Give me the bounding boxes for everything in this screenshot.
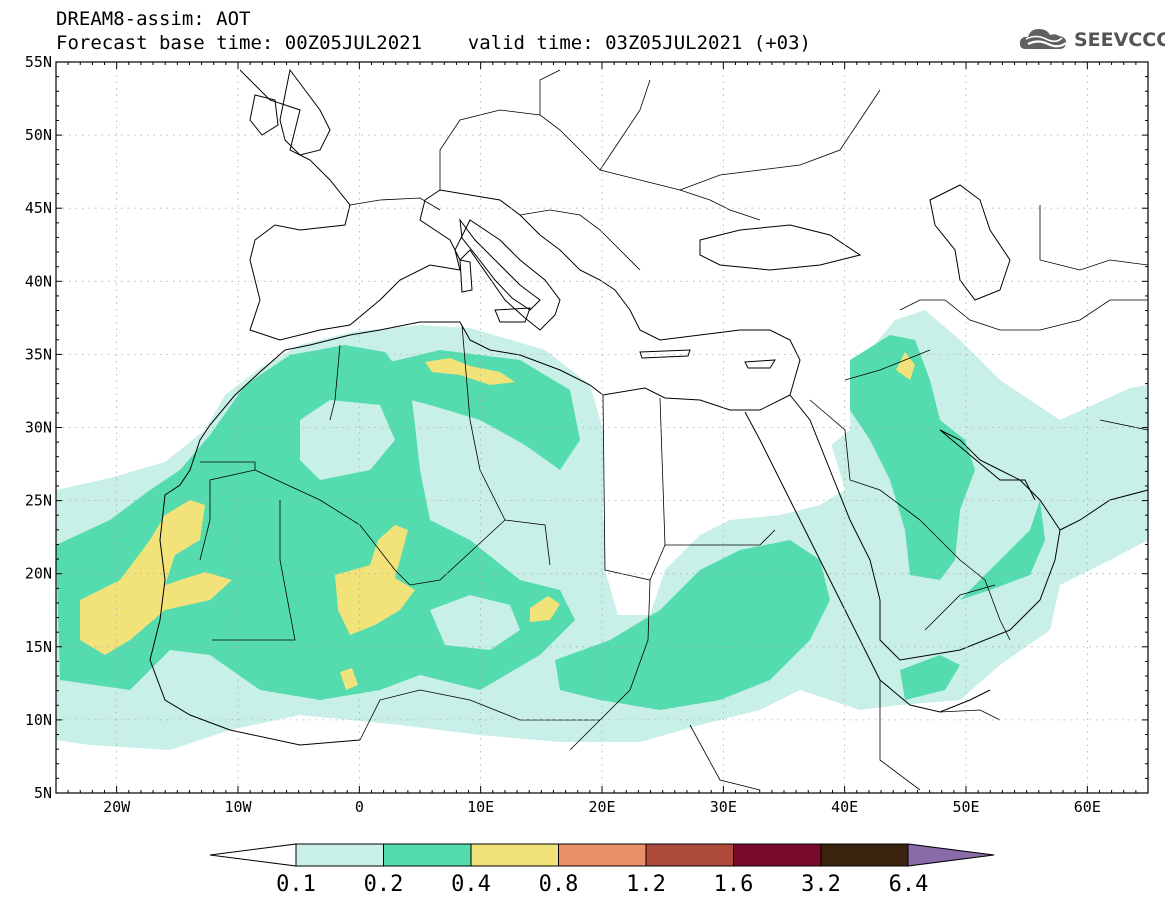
lat-label-25N: 25N xyxy=(25,492,52,510)
lat-label-10N: 10N xyxy=(25,711,52,729)
lat-label-5N: 5N xyxy=(34,784,52,802)
lon-label-10W: 10W xyxy=(224,798,252,816)
lon-label-20W: 20W xyxy=(103,798,131,816)
axis-ticks xyxy=(55,61,1149,794)
africa-coast xyxy=(149,349,361,746)
red-sea-coast xyxy=(744,411,991,713)
sicily-coast xyxy=(494,307,531,323)
lat-label-40N: 40N xyxy=(25,272,52,290)
black-sea-coast xyxy=(699,224,862,271)
persian-gulf-coast xyxy=(939,429,1036,501)
latitude-labels: 55N 50N 45N 40N 35N 30N 25N 20N 15N 10N 5N xyxy=(25,53,52,802)
lon-label-20E: 20E xyxy=(588,798,615,816)
cloud-icon xyxy=(1019,29,1067,49)
lon-label-60E: 60E xyxy=(1074,798,1101,816)
colorbar-cell-0.4 xyxy=(470,843,559,867)
lat-label-20N: 20N xyxy=(25,565,52,583)
lon-label-10E: 10E xyxy=(467,798,494,816)
colorbar-label-0.8: 0.8 xyxy=(538,872,579,897)
lat-label-35N: 35N xyxy=(25,345,52,363)
colorbar-label-0.4: 0.4 xyxy=(451,872,491,897)
lon-label-0: 0 xyxy=(355,798,364,816)
lat-label-50N: 50N xyxy=(25,126,52,144)
colorbar-label-0.1: 0.1 xyxy=(276,872,316,897)
arabia-coast xyxy=(789,394,1061,661)
europe-coast xyxy=(239,69,801,411)
lon-label-50E: 50E xyxy=(952,798,979,816)
logo-text: SEEVCCC xyxy=(1074,29,1165,51)
ireland-coast xyxy=(249,94,279,136)
colorbar-cell-0.2 xyxy=(383,843,472,867)
colorbar-label-1.6: 1.6 xyxy=(713,872,754,897)
lon-label-30E: 30E xyxy=(710,798,737,816)
colorbar xyxy=(209,843,995,867)
colorbar-label-6.4: 6.4 xyxy=(888,872,929,897)
aot-region-0.4 xyxy=(80,500,232,655)
gulf-coast xyxy=(1059,489,1148,531)
lat-label-15N: 15N xyxy=(25,638,52,656)
caspian-coast xyxy=(929,184,1011,301)
graticule xyxy=(56,62,1148,793)
lat-label-30N: 30N xyxy=(25,419,52,437)
coastlines xyxy=(149,68,1148,746)
lat-label-45N: 45N xyxy=(25,199,52,217)
italy-coast xyxy=(459,218,541,311)
colorbar-label-1.2: 1.2 xyxy=(626,872,666,897)
colorbar-label-0.2: 0.2 xyxy=(363,872,404,897)
crete-coast xyxy=(639,349,691,359)
cyprus-coast xyxy=(744,359,776,369)
great-britain-coast xyxy=(279,68,331,156)
map-subtitle: Forecast base time: 00Z05JUL2021 valid t… xyxy=(56,32,811,54)
lat-label-55N: 55N xyxy=(25,53,52,71)
colorbar-low-arrow xyxy=(209,843,297,867)
lon-label-40E: 40E xyxy=(831,798,858,816)
colorbar-high-arrow xyxy=(907,843,995,867)
colorbar-cell-0.8 xyxy=(558,843,647,867)
colorbar-cell-1.2 xyxy=(645,843,734,867)
colorbar-cell-1.6 xyxy=(733,843,822,867)
country-borders xyxy=(199,69,1148,791)
longitude-labels: 20W 10W 0 10E 20E 30E 40E 50E 60E xyxy=(103,798,1101,816)
colorbar-cell-0.1 xyxy=(295,843,384,867)
seevccc-logo: SEEVCCC xyxy=(1018,24,1165,56)
map-title: DREAM8-assim: AOT xyxy=(56,8,251,30)
colorbar-cell-3.2 xyxy=(820,843,909,867)
colorbar-label-3.2: 3.2 xyxy=(801,872,841,897)
sardinia-coast xyxy=(459,259,473,293)
